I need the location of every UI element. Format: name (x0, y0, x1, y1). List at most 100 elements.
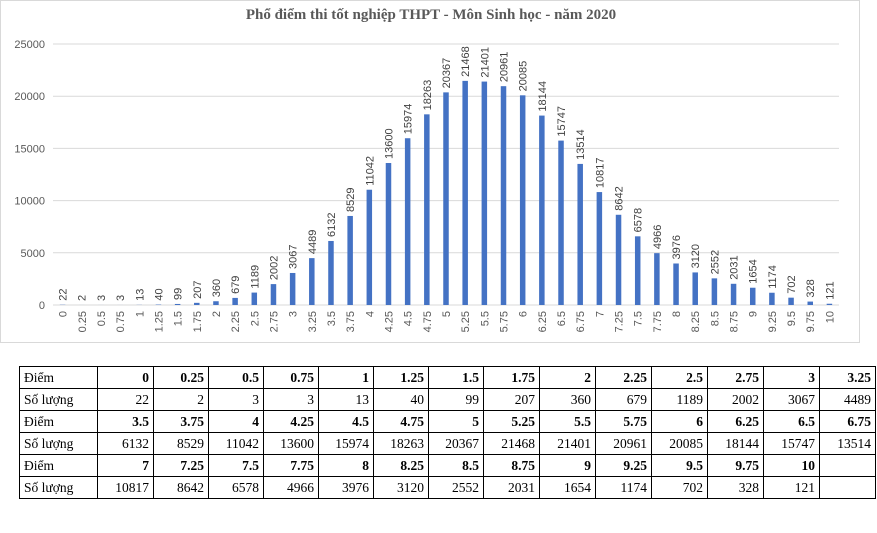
count-cell: 15747 (763, 432, 820, 455)
data-label: 15747 (556, 106, 568, 137)
bar (213, 301, 219, 305)
score-cell: 5.5 (539, 410, 596, 433)
bar (328, 240, 334, 305)
x-tick-label: 3.25 (307, 311, 319, 332)
count-cell: 679 (595, 388, 652, 411)
score-cell: 5.75 (595, 410, 652, 433)
bar (769, 292, 775, 305)
bar (788, 297, 794, 305)
bar (577, 163, 583, 305)
x-tick-label: 5.5 (479, 311, 491, 326)
score-cell: 5.25 (483, 410, 540, 433)
score-cell: 3.5 (97, 410, 154, 433)
data-label: 679 (230, 276, 242, 294)
x-tick-label: 3.5 (326, 311, 338, 326)
count-cell: 6578 (208, 476, 264, 499)
bar (730, 283, 737, 305)
score-cell: 1 (318, 366, 374, 389)
x-tick-label: 9 (748, 311, 760, 317)
x-tick-label: 6.75 (575, 311, 587, 332)
bar (289, 272, 296, 305)
score-cell: 2.25 (595, 366, 652, 389)
y-tick-label: 0 (39, 300, 45, 312)
score-cell: 9.75 (707, 454, 764, 477)
data-label: 4489 (307, 230, 319, 254)
count-cell: 99 (428, 388, 484, 411)
data-label: 10817 (594, 157, 606, 188)
x-tick-label: 7 (594, 311, 606, 317)
bar (673, 263, 679, 305)
count-cell (819, 476, 876, 499)
x-tick-label: 3 (288, 311, 300, 317)
chart-title: Phổ điểm thi tốt nghiệp THPT - Môn Sinh … (245, 7, 617, 23)
score-cell: 8.25 (373, 454, 429, 477)
bar (519, 95, 526, 306)
score-row-label: Điểm (19, 410, 98, 433)
score-cell: 0 (97, 366, 154, 389)
score-cell: 6.5 (763, 410, 820, 433)
count-row-label: Số lượng (19, 432, 98, 455)
count-cell: 1654 (539, 476, 596, 499)
count-cell: 1174 (595, 476, 652, 499)
count-cell: 13514 (819, 432, 876, 455)
data-label: 6132 (326, 212, 338, 236)
bar (692, 272, 698, 305)
count-cell: 2031 (483, 476, 540, 499)
data-label: 2552 (709, 250, 721, 274)
y-tick-label: 15000 (14, 143, 45, 155)
bar (424, 114, 430, 305)
data-label: 6578 (633, 208, 645, 232)
score-cell: 5 (428, 410, 484, 433)
data-label: 121 (824, 281, 836, 299)
count-cell: 360 (539, 388, 596, 411)
score-distribution-table: Điểm 0 0.25 0.5 0.75 1 1.25 1.5 1.75 2 2.25 2.5 2.75… (19, 366, 876, 499)
x-tick-label: 6 (518, 311, 530, 317)
count-cell: 20961 (595, 432, 652, 455)
score-cell: 3.25 (819, 366, 876, 389)
score-cell: 2 (539, 366, 596, 389)
data-label: 207 (192, 280, 204, 298)
x-tick-label: 5.75 (499, 311, 511, 332)
data-label: 99 (173, 288, 185, 300)
x-tick-label: 6.25 (537, 311, 549, 332)
count-cell: 1189 (651, 388, 708, 411)
bar (807, 301, 813, 305)
count-row: Số lượng 6132 8529 11042 13600 15974 18263 2036… (19, 432, 876, 455)
count-cell: 20367 (428, 432, 484, 455)
data-label: 1189 (249, 265, 261, 289)
data-label: 21468 (460, 46, 472, 77)
y-tick-label: 5000 (21, 248, 45, 260)
count-cell: 702 (651, 476, 708, 499)
count-cell: 21401 (539, 432, 596, 455)
score-cell: 4.75 (373, 410, 429, 433)
x-tick-label: 4.75 (422, 311, 434, 332)
x-tick-label: 10 (824, 311, 836, 323)
x-tick-label: 4 (364, 311, 376, 317)
count-cell: 10817 (97, 476, 154, 499)
bar (481, 81, 488, 305)
data-label: 2031 (729, 255, 741, 279)
score-cell: 0.5 (208, 366, 264, 389)
score-row-label: Điểm (19, 366, 98, 389)
data-label: 15974 (403, 104, 415, 135)
count-cell: 3 (263, 388, 319, 411)
score-cell: 9.5 (651, 454, 708, 477)
bar (309, 258, 315, 305)
x-tick-label: 5 (441, 311, 453, 317)
bar (462, 80, 468, 305)
score-cell: 7.25 (153, 454, 209, 477)
score-cell: 4.25 (263, 410, 319, 433)
count-cell: 3067 (763, 388, 820, 411)
data-label: 8642 (614, 186, 626, 210)
x-tick-label: 8.25 (690, 311, 702, 332)
data-label: 8529 (345, 187, 357, 211)
data-label: 11042 (364, 156, 376, 186)
x-tick-label: 7.5 (633, 311, 645, 326)
bar (826, 303, 833, 305)
x-tick-label: 2 (211, 311, 223, 317)
x-tick-label: 1.75 (192, 311, 204, 332)
score-cell: 10 (763, 454, 820, 477)
x-tick-label: 1 (134, 311, 146, 317)
count-cell: 3120 (373, 476, 429, 499)
count-cell: 3976 (318, 476, 374, 499)
